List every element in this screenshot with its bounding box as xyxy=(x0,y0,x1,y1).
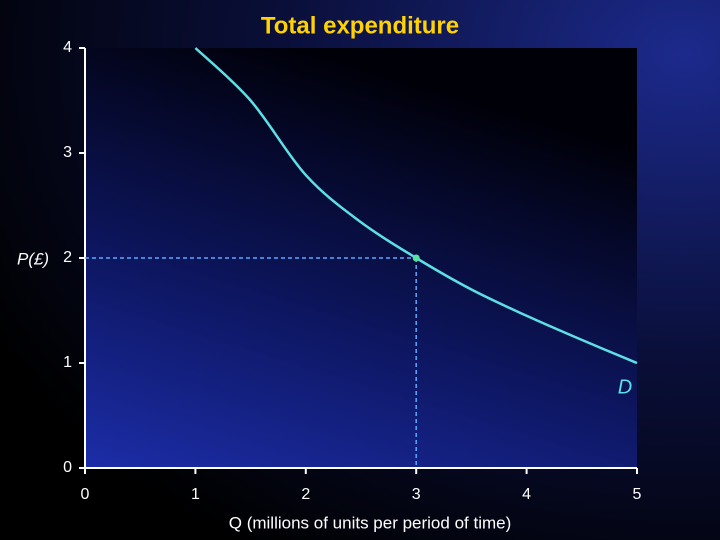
x-tick-label: 1 xyxy=(191,486,200,503)
chart-title: Total expenditure xyxy=(261,12,459,39)
x-tick-label: 5 xyxy=(633,486,642,503)
highlight-point xyxy=(412,254,420,262)
y-tick-label: 0 xyxy=(63,459,72,476)
demand-curve xyxy=(194,47,638,365)
x-tick-label: 3 xyxy=(412,486,421,503)
x-axis-label: Q (millions of units per period of time) xyxy=(229,513,512,532)
curve-label: D xyxy=(618,376,632,398)
x-tick-label: 0 xyxy=(81,486,90,503)
y-tick-label: 1 xyxy=(63,354,72,371)
y-tick-label: 3 xyxy=(63,144,72,161)
x-tick-label: 2 xyxy=(301,486,310,503)
y-tick-label: 2 xyxy=(63,249,72,266)
y-axis-label: P(£) xyxy=(17,249,49,268)
y-tick-label: 4 xyxy=(63,39,72,56)
x-tick-label: 4 xyxy=(522,486,531,503)
